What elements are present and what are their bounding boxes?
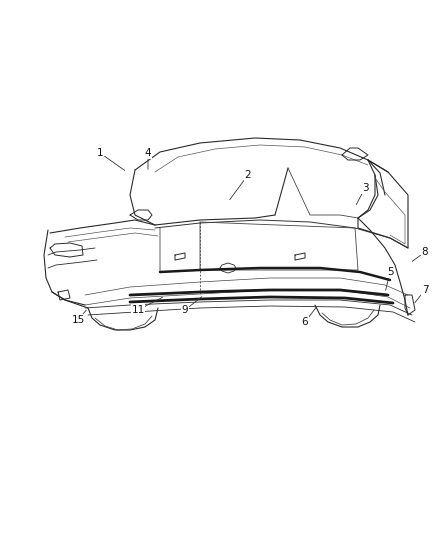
Text: 9: 9 [182, 305, 188, 315]
Text: 7: 7 [422, 285, 428, 295]
Text: 11: 11 [131, 305, 145, 315]
Text: 15: 15 [71, 315, 85, 325]
Text: 2: 2 [245, 170, 251, 180]
Text: 4: 4 [145, 148, 151, 158]
Text: 1: 1 [97, 148, 103, 158]
Text: 6: 6 [302, 317, 308, 327]
Text: 8: 8 [422, 247, 428, 257]
Text: 5: 5 [387, 267, 393, 277]
Text: 3: 3 [362, 183, 368, 193]
